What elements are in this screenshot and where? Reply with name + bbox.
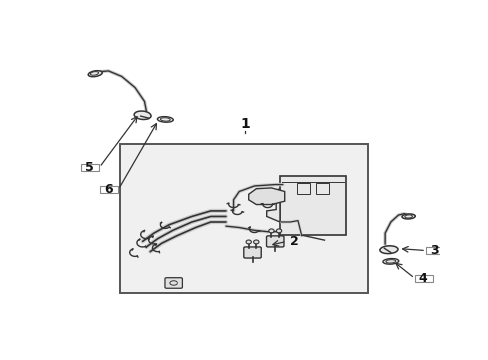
Bar: [425, 247, 444, 254]
Text: 2: 2: [290, 235, 299, 248]
Text: 1: 1: [240, 117, 249, 131]
Polygon shape: [264, 189, 280, 222]
Bar: [315, 183, 329, 194]
Circle shape: [245, 240, 251, 244]
Text: 6: 6: [104, 183, 113, 196]
Ellipse shape: [404, 215, 411, 218]
Ellipse shape: [401, 214, 414, 219]
Bar: [120, 144, 367, 293]
Ellipse shape: [160, 118, 170, 121]
Circle shape: [268, 229, 274, 233]
Bar: [81, 164, 99, 171]
Ellipse shape: [379, 246, 397, 254]
Text: 5: 5: [85, 161, 94, 174]
Ellipse shape: [90, 72, 99, 75]
Ellipse shape: [134, 111, 151, 120]
Ellipse shape: [157, 117, 173, 122]
Ellipse shape: [382, 258, 398, 264]
Circle shape: [253, 240, 259, 244]
Bar: [414, 275, 432, 282]
FancyBboxPatch shape: [244, 247, 261, 258]
Ellipse shape: [88, 71, 102, 77]
Polygon shape: [248, 188, 284, 204]
FancyBboxPatch shape: [164, 278, 182, 288]
Text: 4: 4: [418, 272, 427, 285]
Bar: [280, 176, 346, 235]
FancyBboxPatch shape: [266, 236, 284, 247]
Circle shape: [276, 229, 281, 233]
Text: 3: 3: [429, 244, 438, 257]
Ellipse shape: [385, 260, 395, 263]
Bar: [100, 186, 118, 193]
Bar: [296, 183, 310, 194]
